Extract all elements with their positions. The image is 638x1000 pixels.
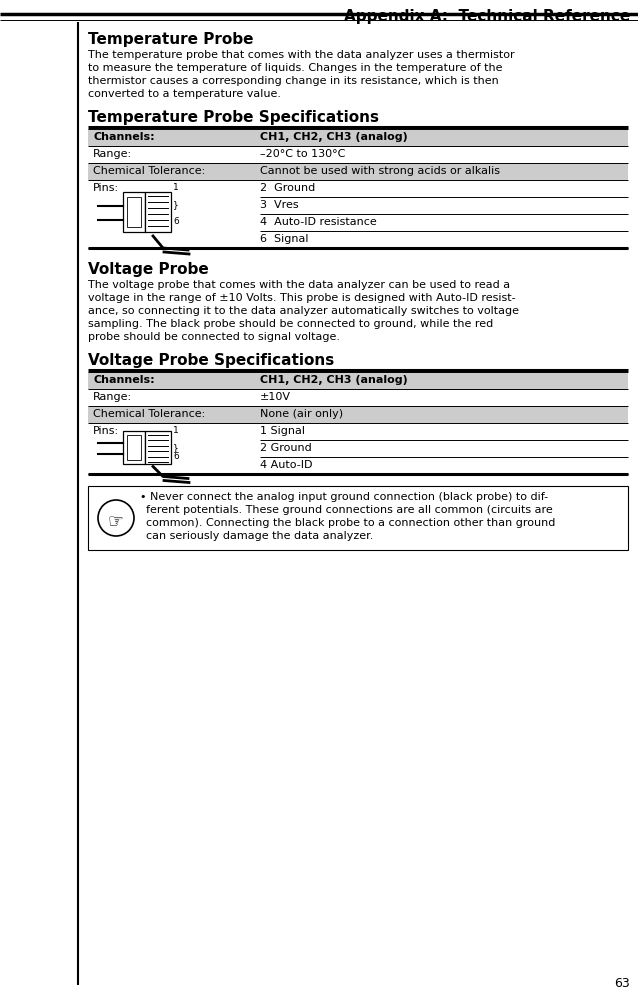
Text: 2  Ground: 2 Ground xyxy=(260,183,315,193)
Text: Chemical Tolerance:: Chemical Tolerance: xyxy=(93,166,205,176)
Bar xyxy=(127,197,141,227)
Text: converted to a temperature value.: converted to a temperature value. xyxy=(88,89,281,99)
Text: 1 Signal: 1 Signal xyxy=(260,426,305,436)
Text: sampling. The black probe should be connected to ground, while the red: sampling. The black probe should be conn… xyxy=(88,319,493,329)
Text: }: } xyxy=(173,443,179,452)
Text: Channels:: Channels: xyxy=(93,375,154,385)
Bar xyxy=(88,163,628,180)
Text: Temperature Probe Specifications: Temperature Probe Specifications xyxy=(88,110,379,125)
Text: Range:: Range: xyxy=(93,392,132,402)
Text: Pins:: Pins: xyxy=(93,426,119,436)
Bar xyxy=(145,430,171,464)
Text: 6: 6 xyxy=(173,217,179,226)
Text: Appendix A:  Technical Reference: Appendix A: Technical Reference xyxy=(344,8,630,23)
Bar xyxy=(123,192,145,232)
Text: ☞: ☞ xyxy=(108,512,124,530)
Bar xyxy=(88,406,628,423)
Text: Channels:: Channels: xyxy=(93,132,154,142)
Text: 1: 1 xyxy=(173,183,179,192)
Text: 6: 6 xyxy=(173,452,179,461)
Text: None (air only): None (air only) xyxy=(260,409,343,419)
Text: Range:: Range: xyxy=(93,149,132,159)
Text: The temperature probe that comes with the data analyzer uses a thermistor: The temperature probe that comes with th… xyxy=(88,50,515,60)
Text: The voltage probe that comes with the data analyzer can be used to read a: The voltage probe that comes with the da… xyxy=(88,280,510,290)
Text: 63: 63 xyxy=(614,977,630,990)
Text: ance, so connecting it to the data analyzer automatically switches to voltage: ance, so connecting it to the data analy… xyxy=(88,306,519,316)
Text: Voltage Probe: Voltage Probe xyxy=(88,262,209,277)
Text: }: } xyxy=(173,200,179,209)
Text: • Never connect the analog input ground connection (black probe) to dif-: • Never connect the analog input ground … xyxy=(140,492,548,502)
Text: 2 Ground: 2 Ground xyxy=(260,443,312,453)
Text: thermistor causes a corresponding change in its resistance, which is then: thermistor causes a corresponding change… xyxy=(88,76,499,86)
Bar xyxy=(127,434,141,460)
Text: 6  Signal: 6 Signal xyxy=(260,234,309,244)
Text: Voltage Probe Specifications: Voltage Probe Specifications xyxy=(88,353,334,368)
Text: Cannot be used with strong acids or alkalis: Cannot be used with strong acids or alka… xyxy=(260,166,500,176)
Bar xyxy=(88,372,628,389)
Text: to measure the temperature of liquids. Changes in the temperature of the: to measure the temperature of liquids. C… xyxy=(88,63,503,73)
Text: 4  Auto-ID resistance: 4 Auto-ID resistance xyxy=(260,217,377,227)
Text: can seriously damage the data analyzer.: can seriously damage the data analyzer. xyxy=(146,531,373,541)
Bar xyxy=(88,129,628,146)
Text: Temperature Probe: Temperature Probe xyxy=(88,32,253,47)
Text: ±10V: ±10V xyxy=(260,392,291,402)
Text: 3  Vres: 3 Vres xyxy=(260,200,299,210)
Bar xyxy=(88,486,628,550)
Text: CH1, CH2, CH3 (analog): CH1, CH2, CH3 (analog) xyxy=(260,375,408,385)
Text: –20°C to 130°C: –20°C to 130°C xyxy=(260,149,345,159)
Text: voltage in the range of ±10 Volts. This probe is designed with Auto-ID resist-: voltage in the range of ±10 Volts. This … xyxy=(88,293,516,303)
Text: 1: 1 xyxy=(173,426,179,435)
Text: common). Connecting the black probe to a connection other than ground: common). Connecting the black probe to a… xyxy=(146,518,555,528)
Text: 4 Auto-ID: 4 Auto-ID xyxy=(260,460,313,470)
Text: probe should be connected to signal voltage.: probe should be connected to signal volt… xyxy=(88,332,340,342)
Text: ferent potentials. These ground connections are all common (circuits are: ferent potentials. These ground connecti… xyxy=(146,505,553,515)
Text: Chemical Tolerance:: Chemical Tolerance: xyxy=(93,409,205,419)
Bar xyxy=(145,192,171,232)
Bar xyxy=(123,430,145,464)
Text: Pins:: Pins: xyxy=(93,183,119,193)
Text: CH1, CH2, CH3 (analog): CH1, CH2, CH3 (analog) xyxy=(260,132,408,142)
